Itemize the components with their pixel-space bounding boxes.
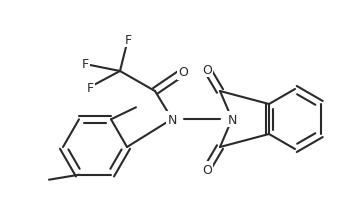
- Text: F: F: [125, 33, 131, 46]
- Text: O: O: [178, 66, 188, 79]
- Text: F: F: [86, 81, 93, 94]
- Text: N: N: [227, 113, 237, 126]
- Text: F: F: [81, 58, 88, 71]
- Text: O: O: [202, 163, 212, 176]
- Text: O: O: [202, 63, 212, 76]
- Text: N: N: [167, 113, 177, 126]
